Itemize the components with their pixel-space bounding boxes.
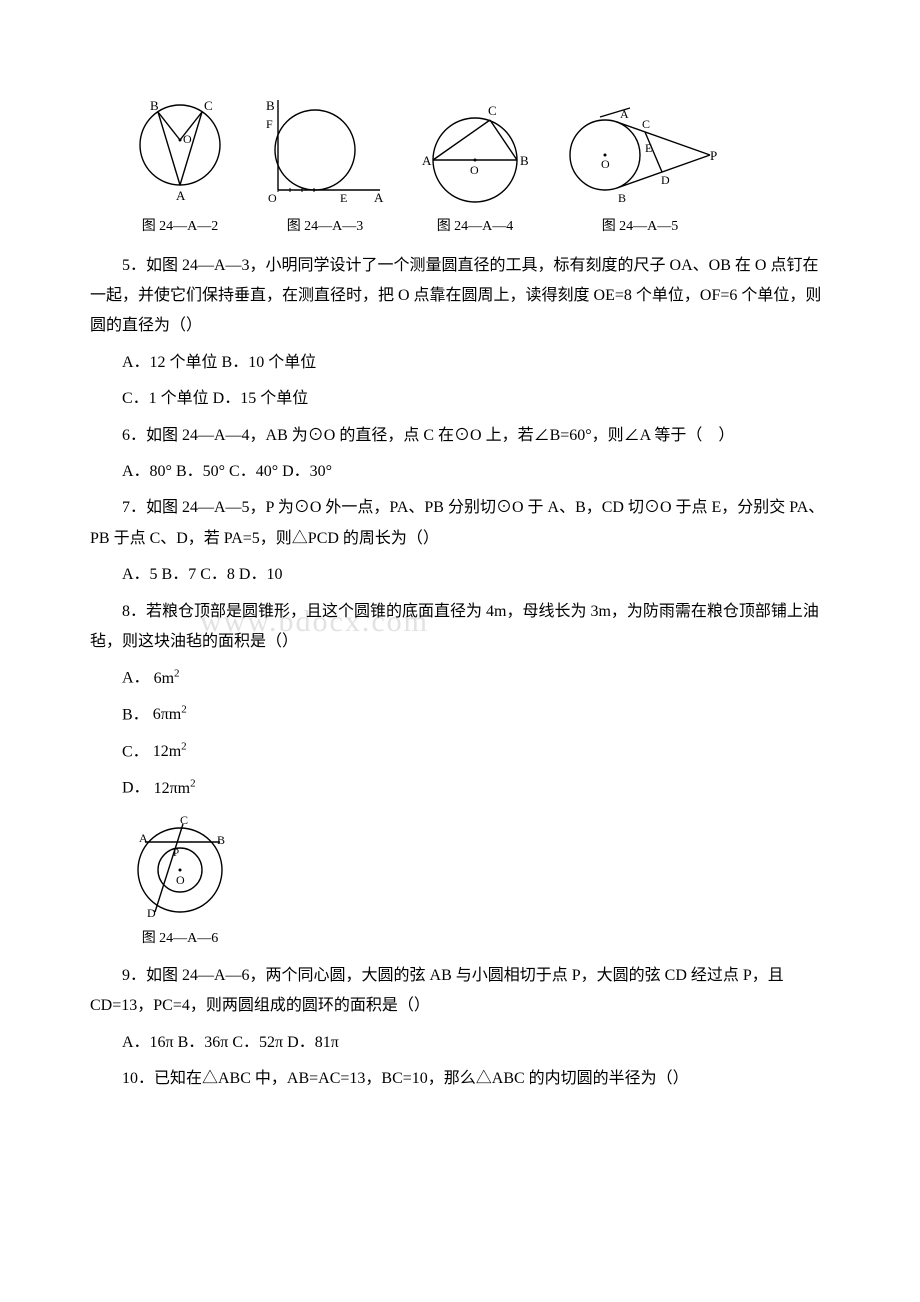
q5-text: 5．如图 24—A—3，小明同学设计了一个测量圆直径的工具，标有刻度的尺子 OA… bbox=[90, 257, 821, 335]
q8-a-sup: 2 bbox=[174, 667, 180, 679]
fig6-label-A: A bbox=[139, 831, 148, 845]
fig5-label-O: O bbox=[601, 157, 610, 171]
figure-5-svg: O A B C D E P bbox=[560, 100, 720, 210]
question-8-opt-b: B． 6πm2 bbox=[90, 700, 830, 731]
q8-a-math: 6m bbox=[154, 670, 174, 687]
question-6-text: 6．如图 24—A—4，AB 为⊙O 的直径，点 C 在⊙O 上，若∠B=60°… bbox=[90, 421, 830, 451]
q8-b-math: 6πm bbox=[153, 706, 182, 723]
question-7-text: 7．如图 24—A—5，P 为⊙O 外一点，PA、PB 分别切⊙O 于 A、B，… bbox=[90, 493, 830, 554]
fig2-label-C: C bbox=[204, 98, 213, 113]
question-10-text: 10．已知在△ABC 中，AB=AC=13，BC=10，那么△ABC 的内切圆的… bbox=[90, 1064, 830, 1094]
fig5-label-A: A bbox=[620, 107, 629, 121]
figure-24-a-6: O A B C D P 图 24—A—6 bbox=[120, 812, 240, 953]
fig3-label-E: E bbox=[340, 191, 347, 205]
q8-d-prefix: D． bbox=[122, 780, 150, 797]
fig5-label-B: B bbox=[618, 191, 626, 205]
fig4-label-A: A bbox=[422, 153, 432, 168]
figure-24-a-3: B F O E A 图 24—A—3 bbox=[260, 90, 390, 241]
fig3-label-B: B bbox=[266, 98, 275, 113]
fig6-label-O: O bbox=[176, 873, 185, 887]
watermark-container: www.bdocx.com 8．若粮仓顶部是圆锥形，且这个圆锥的底面直径为 4m… bbox=[90, 597, 830, 658]
q8-b-sup: 2 bbox=[181, 704, 187, 716]
fig6-label-D: D bbox=[147, 906, 156, 920]
q8-b-prefix: B． bbox=[122, 706, 149, 723]
fig2-label-A: A bbox=[176, 188, 186, 203]
fig2-label-B: B bbox=[150, 98, 159, 113]
question-8-text: 8．若粮仓顶部是圆锥形，且这个圆锥的底面直径为 4m，母线长为 3m，为防雨需在… bbox=[90, 597, 830, 658]
figure-6-svg: O A B C D P bbox=[125, 812, 235, 922]
question-7-opts: A．5 B．7 C．8 D．10 bbox=[90, 560, 830, 590]
q8-c-prefix: C． bbox=[122, 743, 149, 760]
question-5-opts-1: A．12 个单位 B．10 个单位 bbox=[90, 348, 830, 378]
figure-2-svg: O B C A bbox=[120, 90, 240, 210]
figures-row: O B C A 图 24—A—2 B F O E A 图 24—A—3 bbox=[120, 90, 830, 241]
figure-24-a-5: O A B C D E P 图 24—A—5 bbox=[560, 100, 720, 241]
fig4-label-O: O bbox=[470, 163, 479, 177]
fig6-label-B: B bbox=[217, 833, 225, 847]
figure-6-caption: 图 24—A—6 bbox=[142, 926, 219, 953]
fig4-label-B: B bbox=[520, 153, 529, 168]
fig4-label-C: C bbox=[488, 103, 497, 118]
figure-3-svg: B F O E A bbox=[260, 90, 390, 210]
question-8-opt-c: C． 12m2 bbox=[90, 737, 830, 768]
fig3-label-O: O bbox=[268, 191, 277, 205]
fig5-label-P: P bbox=[710, 148, 717, 163]
figure-4-caption: 图 24—A—4 bbox=[437, 214, 514, 241]
question-6-opts: A．80° B．50° C．40° D．30° bbox=[90, 457, 830, 487]
figure-4-svg: A B C O bbox=[410, 100, 540, 210]
q8-d-math: 12πm bbox=[154, 780, 191, 797]
fig3-label-F: F bbox=[266, 117, 273, 131]
fig6-label-C: C bbox=[180, 813, 188, 827]
figure-5-caption: 图 24—A—5 bbox=[602, 214, 679, 241]
q8-a-prefix: A． bbox=[122, 670, 150, 687]
fig5-label-E: E bbox=[645, 141, 652, 155]
question-5-opts-2: C．1 个单位 D．15 个单位 bbox=[90, 384, 830, 414]
figure-24-a-2: O B C A 图 24—A—2 bbox=[120, 90, 240, 241]
question-8-opt-a: A． 6m2 bbox=[90, 663, 830, 694]
figure-2-caption: 图 24—A—2 bbox=[142, 214, 219, 241]
question-9-text: 9．如图 24—A—6，两个同心圆，大圆的弦 AB 与小圆相切于点 P，大圆的弦… bbox=[90, 961, 830, 1022]
figure-3-caption: 图 24—A—3 bbox=[287, 214, 364, 241]
q8-c-math: 12m bbox=[153, 743, 181, 760]
q8-d-sup: 2 bbox=[190, 777, 196, 789]
question-9-opts: A．16π B．36π C．52π D．81π bbox=[90, 1028, 830, 1058]
fig5-label-C: C bbox=[642, 117, 650, 131]
fig5-label-D: D bbox=[661, 173, 670, 187]
question-5-text: 5．如图 24—A—3，小明同学设计了一个测量圆直径的工具，标有刻度的尺子 OA… bbox=[90, 251, 830, 342]
figure-24-a-4: A B C O 图 24—A—4 bbox=[410, 100, 540, 241]
fig3-label-A: A bbox=[374, 190, 384, 205]
fig6-label-P: P bbox=[173, 847, 179, 859]
q8-c-sup: 2 bbox=[181, 741, 187, 753]
question-8-opt-d: D． 12πm2 bbox=[90, 773, 830, 804]
